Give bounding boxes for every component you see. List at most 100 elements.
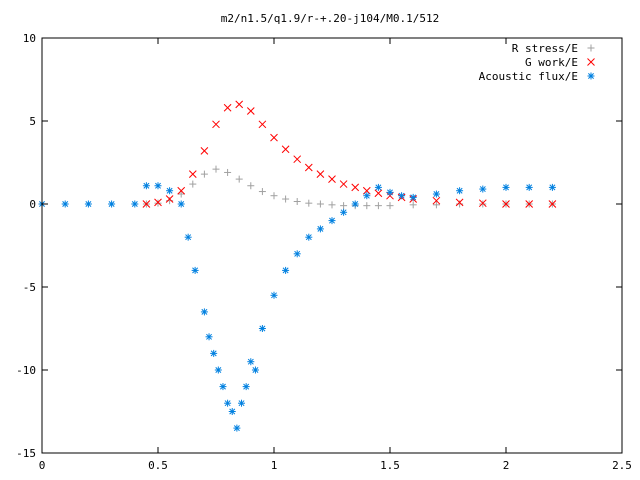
axes-layer: 0 0.5 1 1.5 2 2.5 10 5 0 -5 -10 -15: [16, 32, 632, 472]
data-point: [212, 165, 220, 173]
data-point: [224, 399, 232, 407]
data-point: [525, 183, 533, 191]
y-tick-label: -15: [16, 447, 36, 460]
data-point: [233, 424, 241, 432]
data-point: [223, 103, 232, 112]
data-point: [363, 192, 371, 200]
data-point: [479, 200, 487, 208]
data-point: [166, 187, 174, 195]
data-point: [189, 180, 197, 188]
data-point: [374, 183, 382, 191]
data-point: [293, 155, 302, 164]
x-tick-label: 1.5: [380, 459, 400, 472]
legend-marker: [587, 72, 595, 80]
y-tick-label: -5: [23, 281, 36, 294]
data-point: [224, 168, 232, 176]
data-point: [214, 366, 222, 374]
data-point: [191, 266, 199, 274]
data-point: [525, 200, 534, 208]
series-2: [142, 100, 557, 208]
y-tick-label: 10: [23, 32, 36, 45]
data-point: [238, 399, 246, 407]
data-point: [177, 186, 186, 195]
data-point: [432, 196, 441, 205]
data-point: [108, 200, 116, 208]
data-point: [455, 198, 464, 207]
data-point: [131, 200, 139, 208]
data-point: [502, 200, 510, 208]
data-point: [270, 291, 278, 299]
marks-layer: [38, 100, 557, 432]
data-point: [200, 170, 208, 178]
data-point: [398, 192, 406, 200]
data-point: [548, 200, 557, 208]
data-point: [200, 308, 208, 316]
data-point: [205, 333, 213, 341]
data-point: [154, 199, 162, 207]
x-tick-label: 2: [503, 459, 510, 472]
data-point: [281, 145, 290, 154]
data-point: [142, 200, 151, 208]
y-tick-label: 5: [29, 115, 36, 128]
data-point: [316, 225, 324, 233]
data-point: [247, 358, 255, 366]
data-point: [258, 120, 267, 129]
data-point: [184, 233, 192, 241]
legend-label: G work/E: [525, 56, 578, 69]
data-point: [409, 193, 417, 201]
x-tick-label: 0.5: [148, 459, 168, 472]
data-point: [166, 197, 174, 205]
data-point: [328, 201, 336, 209]
data-point: [242, 383, 250, 391]
data-point: [210, 349, 218, 357]
data-point: [247, 182, 255, 190]
data-point: [351, 200, 359, 208]
data-point: [219, 383, 227, 391]
data-point: [386, 202, 394, 210]
legend-label: Acoustic flux/E: [479, 70, 578, 83]
data-point: [154, 198, 162, 207]
data-point: [258, 188, 266, 196]
data-point: [84, 200, 92, 208]
data-point: [478, 199, 487, 208]
data-point: [479, 185, 487, 193]
data-point: [409, 201, 417, 209]
data-point: [305, 233, 313, 241]
data-point: [235, 175, 243, 183]
data-point: [374, 202, 382, 210]
data-point: [316, 170, 325, 178]
data-point: [61, 200, 69, 208]
legend-marker: [587, 58, 595, 66]
data-point: [188, 170, 197, 178]
data-point: [363, 202, 371, 210]
data-point: [228, 408, 236, 415]
data-point: [339, 180, 348, 188]
data-point: [293, 198, 301, 206]
data-point: [548, 183, 556, 191]
data-point: [328, 217, 336, 225]
data-point: [235, 100, 244, 109]
data-point: [456, 187, 464, 195]
series-3: [38, 182, 556, 432]
x-tick-label: 0: [39, 459, 46, 472]
legend-label: R stress/E: [512, 42, 578, 55]
data-point: [282, 195, 290, 203]
data-point: [177, 200, 185, 208]
data-point: [212, 120, 220, 129]
x-tick-label: 1: [271, 459, 278, 472]
data-point: [502, 183, 510, 191]
data-point: [340, 202, 348, 210]
data-point: [154, 182, 162, 190]
data-point: [432, 190, 440, 198]
data-point: [316, 200, 324, 208]
legend-marker: [587, 44, 595, 52]
data-point: [432, 201, 440, 209]
chart-title: m2/n1.5/q1.9/r-+.20-j104/M0.1/512: [221, 12, 440, 25]
data-point: [200, 147, 209, 155]
data-point: [340, 208, 348, 216]
y-tick-label: 0: [29, 198, 36, 211]
data-point: [270, 192, 278, 200]
data-point: [282, 266, 290, 274]
